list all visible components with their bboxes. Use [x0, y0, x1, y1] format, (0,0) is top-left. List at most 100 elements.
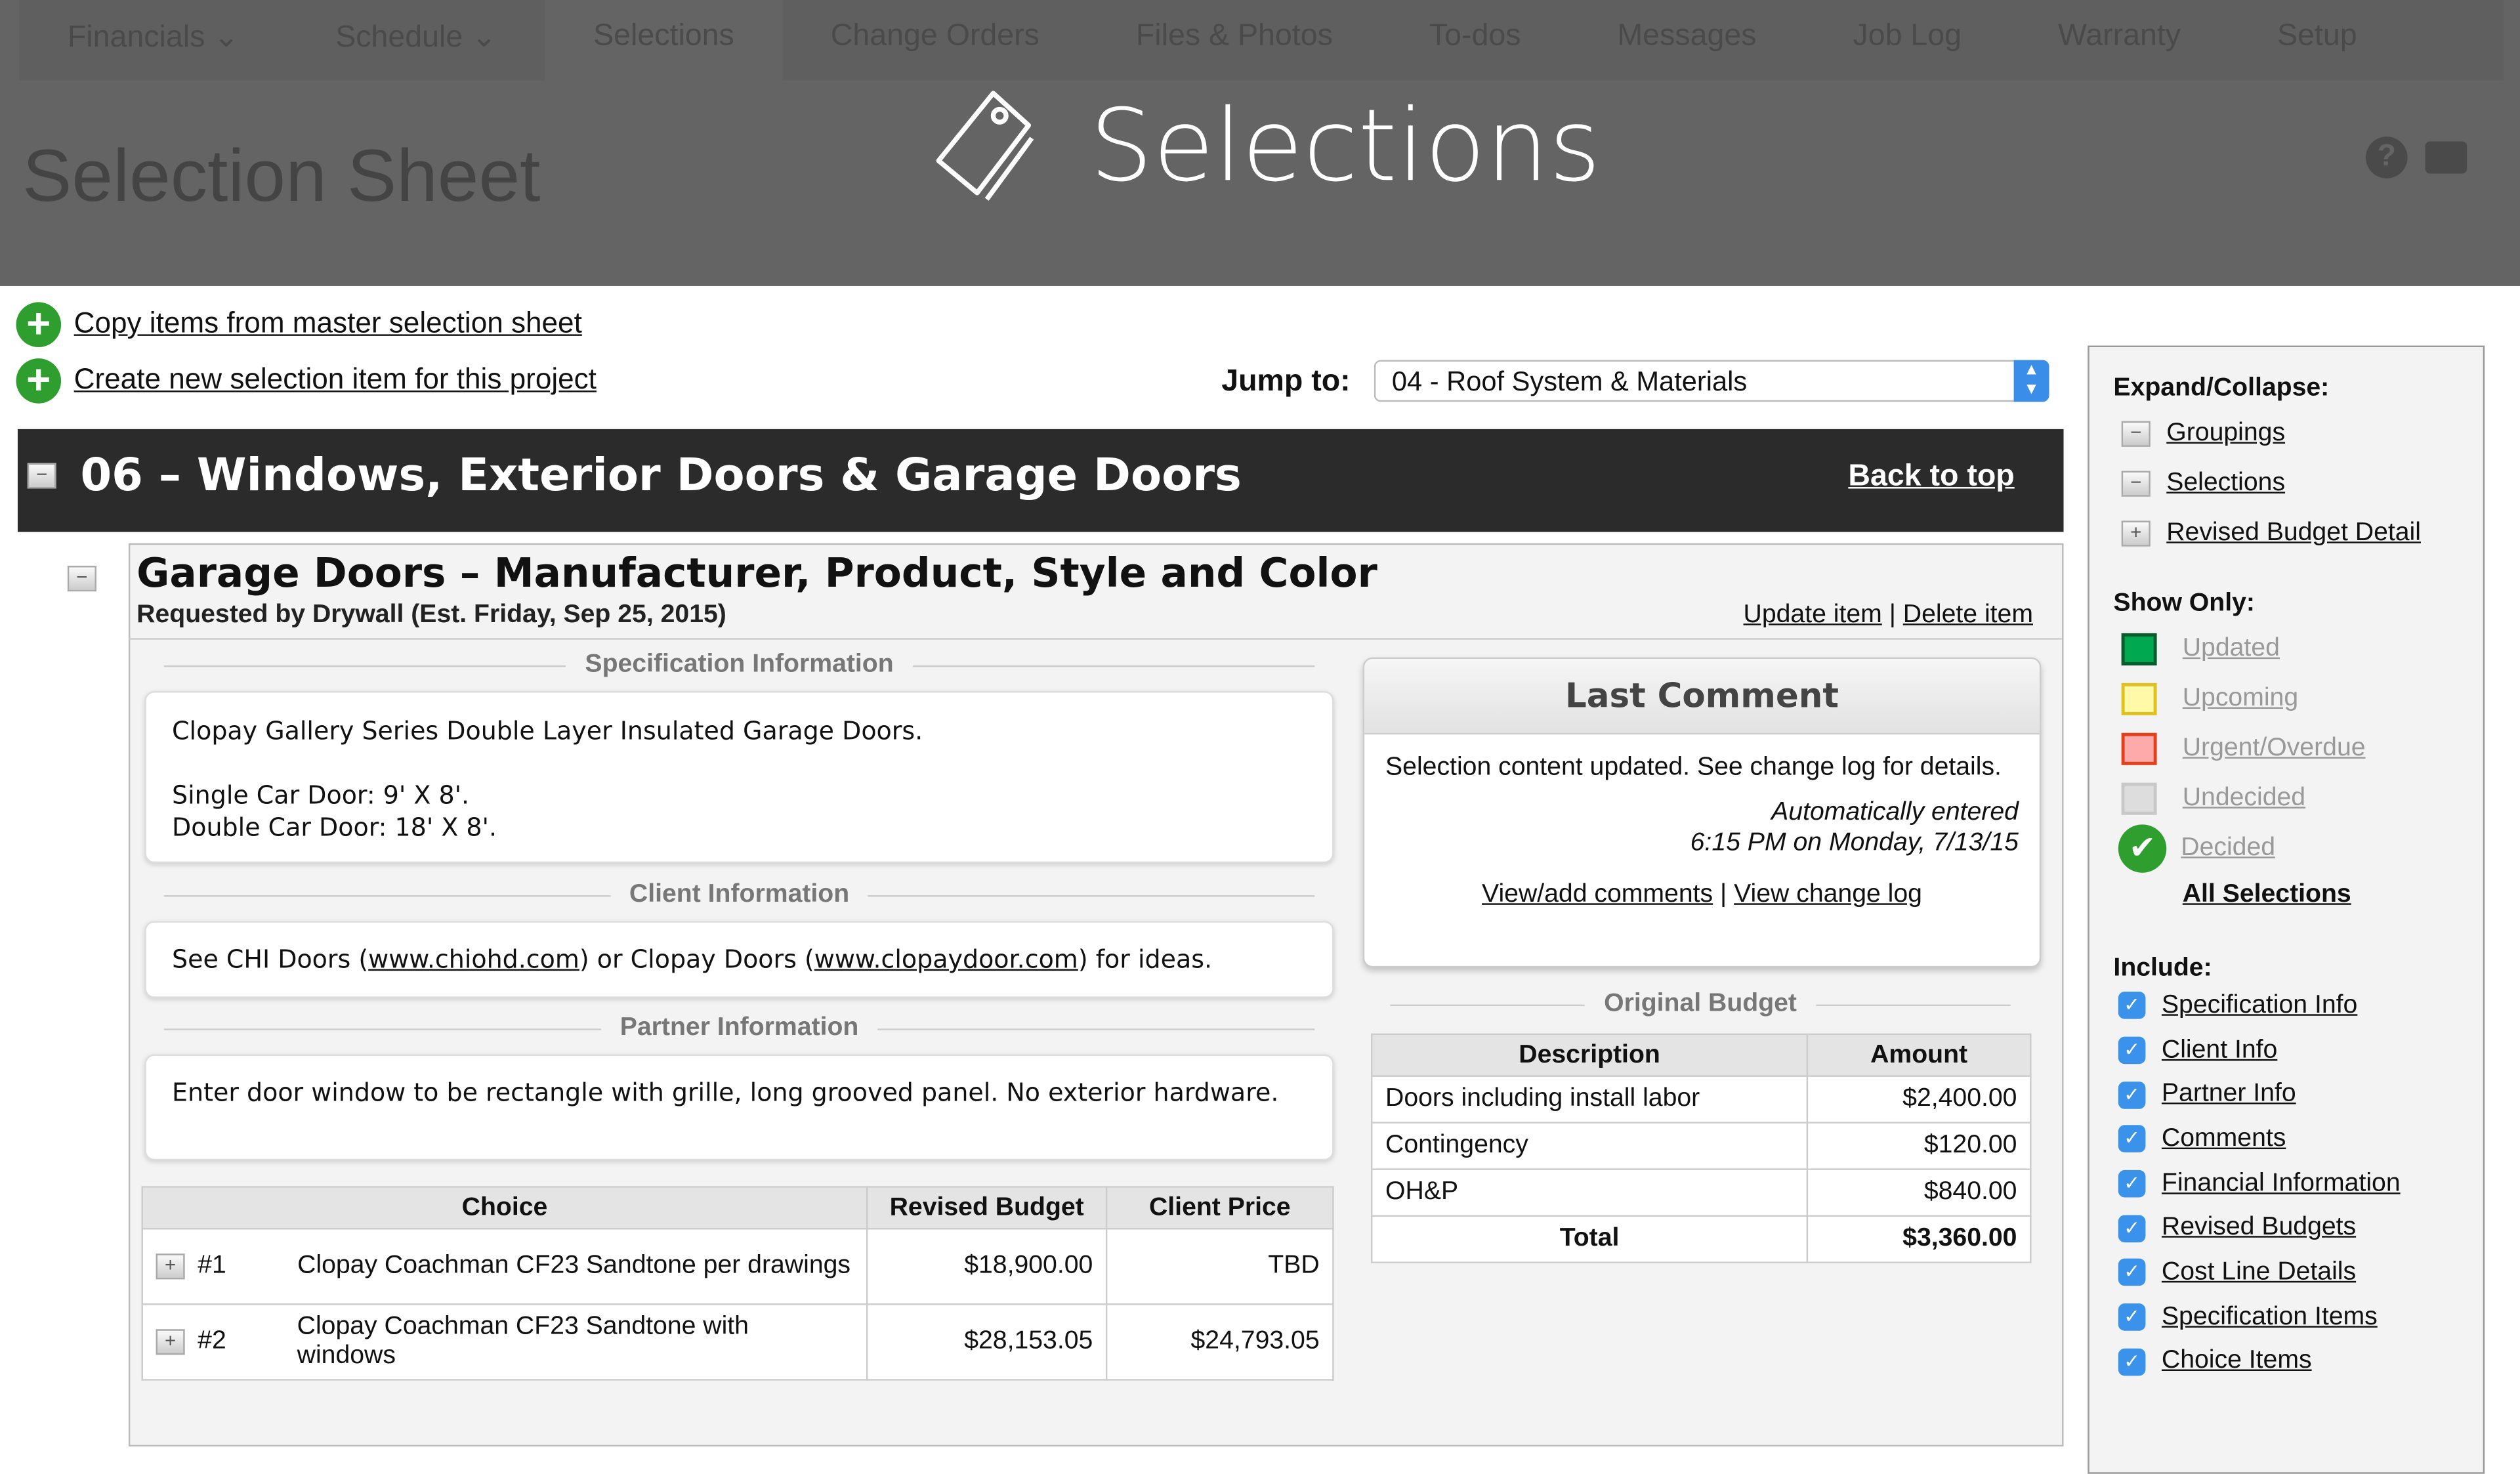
- clopay-link[interactable]: www.clopaydoor.com: [814, 945, 1078, 975]
- jump-to-select[interactable]: 04 - Roof System & Materials ▲ ▼: [1374, 360, 2049, 402]
- include-item[interactable]: ✓ Cost Line Details: [2113, 1251, 2483, 1295]
- chi-doors-link[interactable]: www.chiohd.com: [368, 945, 579, 975]
- help-icon[interactable]: ?: [2365, 137, 2408, 179]
- include-item[interactable]: ✓ Comments: [2113, 1117, 2483, 1162]
- collapse-icon[interactable]: −: [2121, 470, 2151, 496]
- show-only-item[interactable]: ✔ Decided: [2113, 823, 2483, 873]
- budget-row: Doors including install labor $2,400.00: [1370, 1075, 2032, 1124]
- checkbox-checked-icon[interactable]: ✓: [2118, 1303, 2146, 1332]
- tab-change-orders[interactable]: Change Orders: [830, 19, 1040, 53]
- comment-auto: Automatically entered: [1771, 799, 2019, 826]
- status-swatch: [2121, 632, 2157, 665]
- comment-text: Selection content updated. See change lo…: [1385, 753, 2002, 782]
- add-icon: +: [16, 358, 62, 404]
- status-swatch: [2121, 782, 2157, 814]
- expand-item[interactable]: − Selections: [2113, 458, 2483, 508]
- divider: [128, 638, 2063, 640]
- last-comment-card: Last Comment Selection content updated. …: [1362, 657, 2042, 968]
- tab-files-photos[interactable]: Files & Photos: [1135, 19, 1333, 53]
- original-budget-table: Description Amount Doors including instal…: [1370, 1033, 2032, 1263]
- tab-warranty[interactable]: Warranty: [2058, 19, 2181, 53]
- col-client-price: Client Price: [1105, 1186, 1334, 1230]
- back-to-top-link[interactable]: Back to top: [1848, 459, 2015, 494]
- collapse-icon[interactable]: −: [2121, 420, 2151, 446]
- expand-icon[interactable]: +: [156, 1329, 185, 1355]
- group-header: −: [17, 429, 2064, 532]
- include-item[interactable]: ✓ Partner Info: [2113, 1072, 2483, 1117]
- item-actions: Update item | Delete item: [1743, 600, 2033, 629]
- sidebar: Expand/Collapse: − Groupings − Selections + R…: [2088, 345, 2485, 1474]
- comment-title: Last Comment: [1364, 659, 2040, 735]
- checkbox-checked-icon[interactable]: ✓: [2118, 1126, 2146, 1153]
- tab-todos[interactable]: To-dos: [1429, 19, 1521, 53]
- item-title: Garage Doors – Manufacturer, Product, St…: [136, 549, 1377, 597]
- decided-check-icon: ✔: [2118, 824, 2167, 872]
- checkbox-checked-icon[interactable]: ✓: [2118, 1348, 2146, 1376]
- view-change-log-link[interactable]: View change log: [1734, 881, 1922, 908]
- choice-row[interactable]: + #2 Clopay Coachman CF23 Sandtone with wi…: [141, 1303, 1334, 1381]
- col-amount: Amount: [1806, 1033, 2032, 1077]
- tab-messages[interactable]: Messages: [1617, 19, 1757, 53]
- show-only-item[interactable]: Urgent/Overdue: [2113, 723, 2483, 773]
- status-swatch: [2121, 732, 2157, 765]
- copy-items-link[interactable]: + Copy items from master selection sheet: [16, 301, 582, 347]
- checkbox-checked-icon[interactable]: ✓: [2118, 1214, 2146, 1242]
- expand-item[interactable]: + Revised Budget Detail: [2113, 508, 2483, 558]
- app-title: Selections: [1089, 87, 1601, 205]
- checkbox-checked-icon[interactable]: ✓: [2118, 1259, 2146, 1287]
- tab-schedule[interactable]: Schedule ⌄: [335, 20, 497, 55]
- create-item-link[interactable]: + Create new selection item for this proj…: [16, 358, 597, 404]
- checkbox-checked-icon[interactable]: ✓: [2118, 1036, 2146, 1064]
- expand-item[interactable]: − Groupings: [2113, 408, 2483, 458]
- include-item[interactable]: ✓ Specification Items: [2113, 1295, 2483, 1339]
- view-comments-link[interactable]: View/add comments: [1482, 881, 1713, 908]
- add-icon: +: [16, 301, 62, 347]
- col-choice: Choice: [141, 1186, 868, 1230]
- collapse-item-icon[interactable]: −: [67, 566, 96, 592]
- choice-row[interactable]: + #1 Clopay Coachman CF23 Sandtone per dra…: [141, 1228, 1334, 1305]
- tab-setup[interactable]: Setup: [2277, 19, 2357, 53]
- show-only-item[interactable]: Updated: [2113, 623, 2483, 673]
- include-item[interactable]: ✓ Revised Budgets: [2113, 1206, 2483, 1251]
- top-nav: Financials ⌄ Schedule ⌄ Selections Chang…: [19, 0, 2504, 81]
- collapse-group-icon[interactable]: −: [27, 463, 56, 489]
- tab-job-log[interactable]: Job Log: [1853, 19, 1962, 53]
- partner-box: Enter door window to be rectangle with g…: [144, 1054, 1334, 1161]
- expand-icon[interactable]: +: [156, 1253, 185, 1280]
- update-item-link[interactable]: Update item: [1743, 600, 1882, 629]
- expand-collapse-heading: Expand/Collapse:: [2113, 374, 2330, 402]
- delete-item-link[interactable]: Delete item: [1902, 600, 2033, 629]
- include-item[interactable]: ✓ Specification Info: [2113, 984, 2483, 1028]
- select-arrows-icon: ▲ ▼: [2013, 360, 2049, 402]
- budget-row: Contingency $120.00: [1370, 1122, 2032, 1170]
- all-selections-link[interactable]: All Selections: [2182, 879, 2351, 908]
- item-subtitle: Requested by Drywall (Est. Friday, Sep 2…: [136, 600, 726, 629]
- checkbox-checked-icon[interactable]: ✓: [2118, 1081, 2146, 1109]
- include-heading: Include:: [2113, 954, 2212, 982]
- budget-row: OH&P $840.00: [1370, 1168, 2032, 1217]
- include-item[interactable]: ✓ Financial Information: [2113, 1162, 2483, 1206]
- print-icon[interactable]: [2425, 141, 2468, 174]
- checkbox-checked-icon[interactable]: ✓: [2118, 1170, 2146, 1198]
- page-title: Selection Sheet: [22, 133, 541, 217]
- client-legend: Client Information: [144, 881, 1334, 910]
- show-only-item[interactable]: Upcoming: [2113, 673, 2483, 723]
- budget-legend: Original Budget: [1371, 990, 2030, 1019]
- jump-to-label: Jump to:: [1221, 364, 1351, 399]
- expand-icon[interactable]: +: [2121, 520, 2151, 546]
- col-description: Description: [1370, 1033, 1809, 1077]
- tab-financials[interactable]: Financials ⌄: [67, 20, 240, 55]
- include-item[interactable]: ✓ Client Info: [2113, 1028, 2483, 1073]
- show-only-item[interactable]: Undecided: [2113, 773, 2483, 823]
- group-title: 06 – Windows, Exterior Doors & Garage Do…: [80, 448, 1242, 502]
- tab-selections[interactable]: Selections: [545, 0, 783, 81]
- show-only-heading: Show Only:: [2113, 589, 2255, 618]
- partner-legend: Partner Information: [144, 1014, 1334, 1043]
- checkbox-checked-icon[interactable]: ✓: [2118, 992, 2146, 1020]
- comment-timestamp: 6:15 PM on Monday, 7/13/15: [1690, 829, 2019, 857]
- budget-total-row: Total $3,360.00: [1370, 1215, 2032, 1263]
- include-item[interactable]: ✓ Choice Items: [2113, 1339, 2483, 1384]
- spec-legend: Specification Information: [144, 651, 1334, 680]
- tag-icon: [936, 91, 1034, 201]
- col-revised-budget: Revised Budget: [866, 1186, 1108, 1230]
